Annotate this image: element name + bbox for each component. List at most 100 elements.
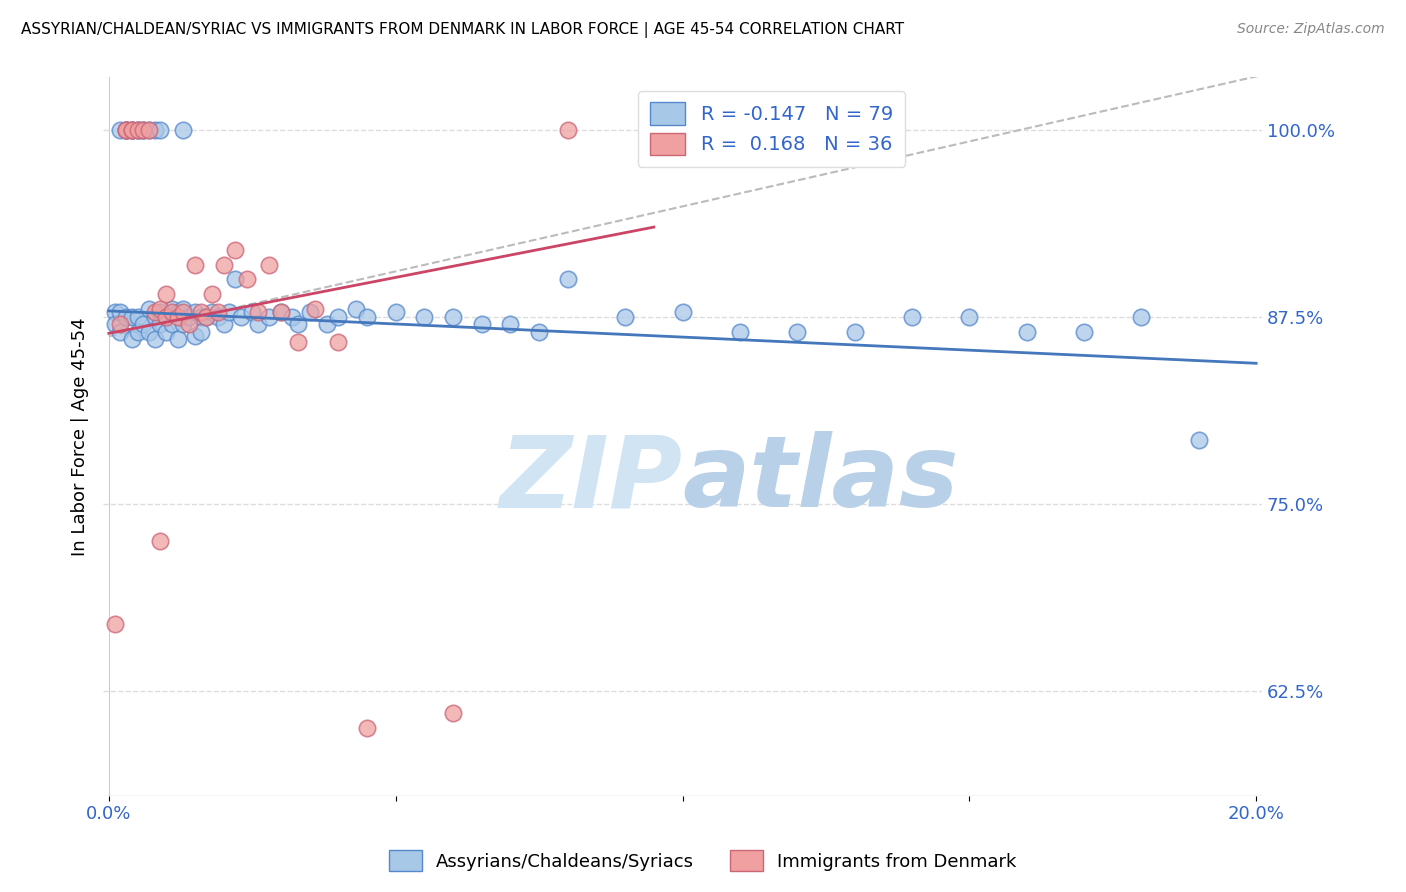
Point xyxy=(1130,310,1153,324)
Point xyxy=(671,305,693,319)
Point xyxy=(195,310,218,324)
Point xyxy=(270,305,292,319)
Point xyxy=(138,123,160,137)
Point xyxy=(127,123,149,137)
Point xyxy=(155,287,177,301)
Point xyxy=(1015,325,1038,339)
Point xyxy=(115,123,138,137)
Point xyxy=(441,310,464,324)
Point xyxy=(184,258,207,272)
Point xyxy=(143,310,166,324)
Point xyxy=(190,305,212,319)
Point xyxy=(149,302,172,317)
Point xyxy=(138,123,160,137)
Point xyxy=(121,123,143,137)
Point xyxy=(184,329,207,343)
Point xyxy=(179,310,201,324)
Point xyxy=(259,258,281,272)
Point xyxy=(104,318,127,332)
Point xyxy=(247,305,270,319)
Point xyxy=(259,310,281,324)
Point xyxy=(155,310,177,324)
Point xyxy=(172,302,194,317)
Point xyxy=(344,302,367,317)
Point xyxy=(557,123,579,137)
Point xyxy=(1073,325,1095,339)
Point xyxy=(207,310,229,324)
Point xyxy=(138,302,160,317)
Point xyxy=(143,123,166,137)
Y-axis label: In Labor Force | Age 45-54: In Labor Force | Age 45-54 xyxy=(72,318,89,556)
Point xyxy=(179,318,201,332)
Point xyxy=(201,305,224,319)
Point xyxy=(115,123,138,137)
Point xyxy=(614,310,637,324)
Point xyxy=(149,318,172,332)
Point xyxy=(229,310,252,324)
Point xyxy=(160,302,183,317)
Point xyxy=(172,318,194,332)
Point xyxy=(224,272,246,286)
Point xyxy=(499,318,522,332)
Point xyxy=(557,272,579,286)
Point xyxy=(155,325,177,339)
Point xyxy=(281,310,304,324)
Point xyxy=(471,318,494,332)
Text: ZIP: ZIP xyxy=(499,431,682,528)
Point xyxy=(247,318,270,332)
Point xyxy=(240,305,263,319)
Point xyxy=(235,272,257,286)
Point xyxy=(143,332,166,346)
Point xyxy=(172,123,194,137)
Point xyxy=(121,332,143,346)
Point xyxy=(356,310,378,324)
Point xyxy=(315,318,337,332)
Point xyxy=(384,305,406,319)
Point xyxy=(224,243,246,257)
Point xyxy=(328,335,350,350)
Point xyxy=(304,302,326,317)
Point xyxy=(643,123,665,137)
Point xyxy=(132,318,155,332)
Point xyxy=(298,305,321,319)
Point xyxy=(138,325,160,339)
Point xyxy=(212,258,235,272)
Point xyxy=(166,310,188,324)
Point xyxy=(155,310,177,324)
Point xyxy=(166,332,188,346)
Point xyxy=(121,310,143,324)
Point xyxy=(121,123,143,137)
Point xyxy=(212,318,235,332)
Point xyxy=(104,305,127,319)
Point xyxy=(413,310,436,324)
Point xyxy=(115,310,138,324)
Point xyxy=(195,310,218,324)
Point xyxy=(190,310,212,324)
Point xyxy=(132,123,155,137)
Point xyxy=(149,123,172,137)
Point xyxy=(127,325,149,339)
Point xyxy=(132,123,155,137)
Text: Source: ZipAtlas.com: Source: ZipAtlas.com xyxy=(1237,22,1385,37)
Point xyxy=(207,305,229,319)
Point xyxy=(115,123,138,137)
Point xyxy=(160,318,183,332)
Point xyxy=(287,335,309,350)
Point xyxy=(441,706,464,721)
Point xyxy=(110,325,132,339)
Point xyxy=(786,325,808,339)
Point xyxy=(166,305,188,319)
Point xyxy=(104,616,127,631)
Point xyxy=(527,325,550,339)
Point xyxy=(160,305,183,319)
Point xyxy=(121,123,143,137)
Point xyxy=(328,310,350,324)
Point xyxy=(132,123,155,137)
Point xyxy=(844,325,866,339)
Point xyxy=(728,325,751,339)
Point xyxy=(121,123,143,137)
Point xyxy=(110,123,132,137)
Text: atlas: atlas xyxy=(682,431,959,528)
Point xyxy=(149,534,172,549)
Point xyxy=(115,123,138,137)
